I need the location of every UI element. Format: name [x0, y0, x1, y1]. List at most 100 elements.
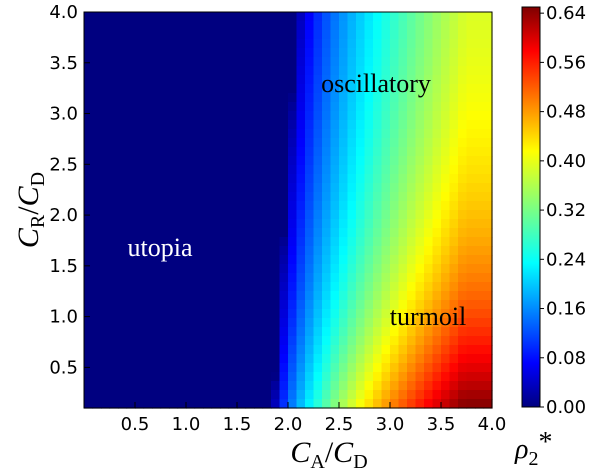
- heatmap-cell: [288, 174, 298, 184]
- heatmap-cell: [364, 336, 374, 346]
- heatmap-cell: [109, 39, 119, 49]
- heatmap-cell: [339, 12, 349, 22]
- heatmap-cell: [143, 363, 153, 373]
- heatmap-cell: [92, 93, 102, 103]
- heatmap-cell: [424, 210, 434, 220]
- heatmap-cell: [398, 102, 408, 112]
- heatmap-cell: [254, 111, 264, 121]
- heatmap-cell: [262, 48, 272, 58]
- heatmap-cell: [271, 228, 281, 238]
- heatmap-cell: [118, 120, 128, 130]
- heatmap-cell: [118, 21, 128, 31]
- heatmap-cell: [237, 156, 247, 166]
- heatmap-cell: [458, 309, 468, 319]
- heatmap-cell: [466, 192, 476, 202]
- heatmap-cell: [356, 129, 366, 139]
- heatmap-cell: [356, 363, 366, 373]
- heatmap-cell: [160, 264, 170, 274]
- heatmap-cell: [237, 183, 247, 193]
- heatmap-cell: [424, 129, 434, 139]
- heatmap-cell: [279, 30, 289, 40]
- heatmap-cell: [475, 66, 485, 76]
- x-tick-label: 3.5: [427, 414, 456, 435]
- heatmap-cell: [194, 93, 204, 103]
- heatmap-cell: [211, 12, 221, 22]
- heatmap-cell: [271, 354, 281, 364]
- heatmap-cell: [339, 390, 349, 400]
- heatmap-cell: [194, 21, 204, 31]
- heatmap-cell: [228, 228, 238, 238]
- heatmap-cell: [186, 30, 196, 40]
- heatmap-cell: [211, 264, 221, 274]
- heatmap-cell: [186, 291, 196, 301]
- heatmap-cell: [279, 138, 289, 148]
- heatmap-cell: [356, 84, 366, 94]
- heatmap-cell: [373, 48, 383, 58]
- heatmap-cell: [398, 318, 408, 328]
- heatmap-cell: [339, 147, 349, 157]
- heatmap-cell: [330, 156, 340, 166]
- heatmap-cell: [415, 66, 425, 76]
- heatmap-cell: [271, 390, 281, 400]
- heatmap-cell: [220, 57, 230, 67]
- heatmap-cell: [432, 363, 442, 373]
- heatmap-cell: [186, 66, 196, 76]
- heatmap-cell: [424, 30, 434, 40]
- heatmap-cell: [373, 192, 383, 202]
- heatmap-cell: [237, 273, 247, 283]
- heatmap-cell: [424, 48, 434, 58]
- heatmap-cell: [152, 282, 162, 292]
- heatmap-cell: [305, 183, 315, 193]
- heatmap-cell: [313, 147, 323, 157]
- heatmap-cell: [228, 156, 238, 166]
- heatmap-cell: [347, 39, 357, 49]
- heatmap-cell: [186, 57, 196, 67]
- heatmap-cell: [296, 354, 306, 364]
- heatmap-cell: [305, 156, 315, 166]
- heatmap-cell: [177, 381, 187, 391]
- heatmap-cell: [356, 228, 366, 238]
- heatmap-cell: [84, 39, 94, 49]
- heatmap-cell: [126, 120, 136, 130]
- heatmap-cell: [84, 138, 94, 148]
- heatmap-cell: [279, 318, 289, 328]
- heatmap-cell: [262, 165, 272, 175]
- heatmap-cell: [194, 264, 204, 274]
- x-tick-label: 3.0: [376, 414, 405, 435]
- heatmap-cell: [364, 399, 374, 409]
- heatmap-cell: [305, 273, 315, 283]
- heatmap-cell: [313, 390, 323, 400]
- heatmap-cell: [466, 237, 476, 247]
- heatmap-cell: [177, 75, 187, 85]
- heatmap-cell: [220, 21, 230, 31]
- heatmap-cell: [398, 201, 408, 211]
- heatmap-cell: [101, 120, 111, 130]
- heatmap-cell: [288, 246, 298, 256]
- heatmap-cell: [186, 201, 196, 211]
- heatmap-cell: [169, 39, 179, 49]
- heatmap-cell: [228, 399, 238, 409]
- heatmap-cell: [296, 165, 306, 175]
- heatmap-cell: [398, 30, 408, 40]
- heatmap-cell: [364, 165, 374, 175]
- heatmap-cell: [211, 363, 221, 373]
- heatmap-cell: [381, 237, 391, 247]
- heatmap-cell: [254, 345, 264, 355]
- heatmap-cell: [373, 57, 383, 67]
- heatmap-cell: [296, 12, 306, 22]
- heatmap-cell: [152, 129, 162, 139]
- heatmap-cell: [466, 30, 476, 40]
- heatmap-cell: [381, 129, 391, 139]
- heatmap-cell: [441, 120, 451, 130]
- heatmap-cell: [211, 390, 221, 400]
- heatmap-cell: [262, 264, 272, 274]
- heatmap-cell: [177, 282, 187, 292]
- heatmap-cell: [432, 48, 442, 58]
- heatmap-cell: [288, 390, 298, 400]
- heatmap-cell: [483, 345, 493, 355]
- heatmap-cell: [135, 210, 145, 220]
- heatmap-cell: [296, 246, 306, 256]
- heatmap-cell: [356, 75, 366, 85]
- heatmap-cell: [339, 246, 349, 256]
- heatmap-cell: [118, 336, 128, 346]
